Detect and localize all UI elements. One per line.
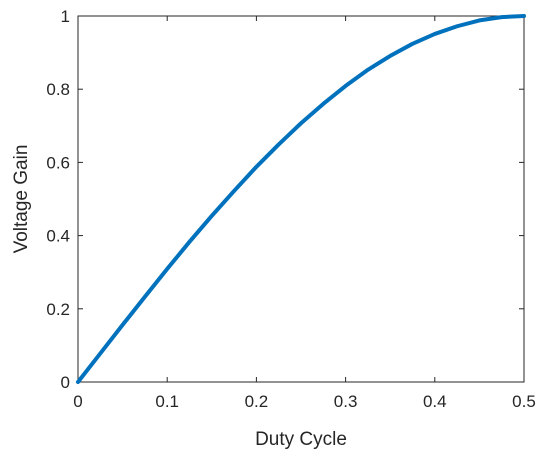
y-tick-label: 0: [61, 373, 70, 392]
x-tick-label: 0.2: [245, 392, 269, 411]
y-axis: 0 0.2 0.4 0.6 0.8 1: [46, 7, 524, 392]
series-layer: [76, 14, 526, 384]
x-tick-label: 0.3: [334, 392, 358, 411]
plot-area-frame: [77, 15, 525, 383]
voltage-gain-line: [76, 14, 526, 384]
y-tick-label: 0.4: [46, 227, 70, 246]
x-axis-title: Duty Cycle: [255, 429, 347, 450]
x-tick-label: 0.4: [423, 392, 447, 411]
y-tick-label: 1: [61, 7, 70, 26]
y-tick-label: 0.2: [46, 300, 70, 319]
y-tick-label: 0.8: [46, 80, 70, 99]
x-tick-label: 0.1: [155, 392, 179, 411]
x-tick-label: 0.5: [512, 392, 536, 411]
x-tick-label: 0: [73, 392, 82, 411]
y-axis-title: Voltage Gain: [11, 145, 32, 254]
y-tick-label: 0.6: [46, 153, 70, 172]
x-axis: 0 0.1 0.2 0.3 0.4 0.5: [73, 16, 536, 411]
